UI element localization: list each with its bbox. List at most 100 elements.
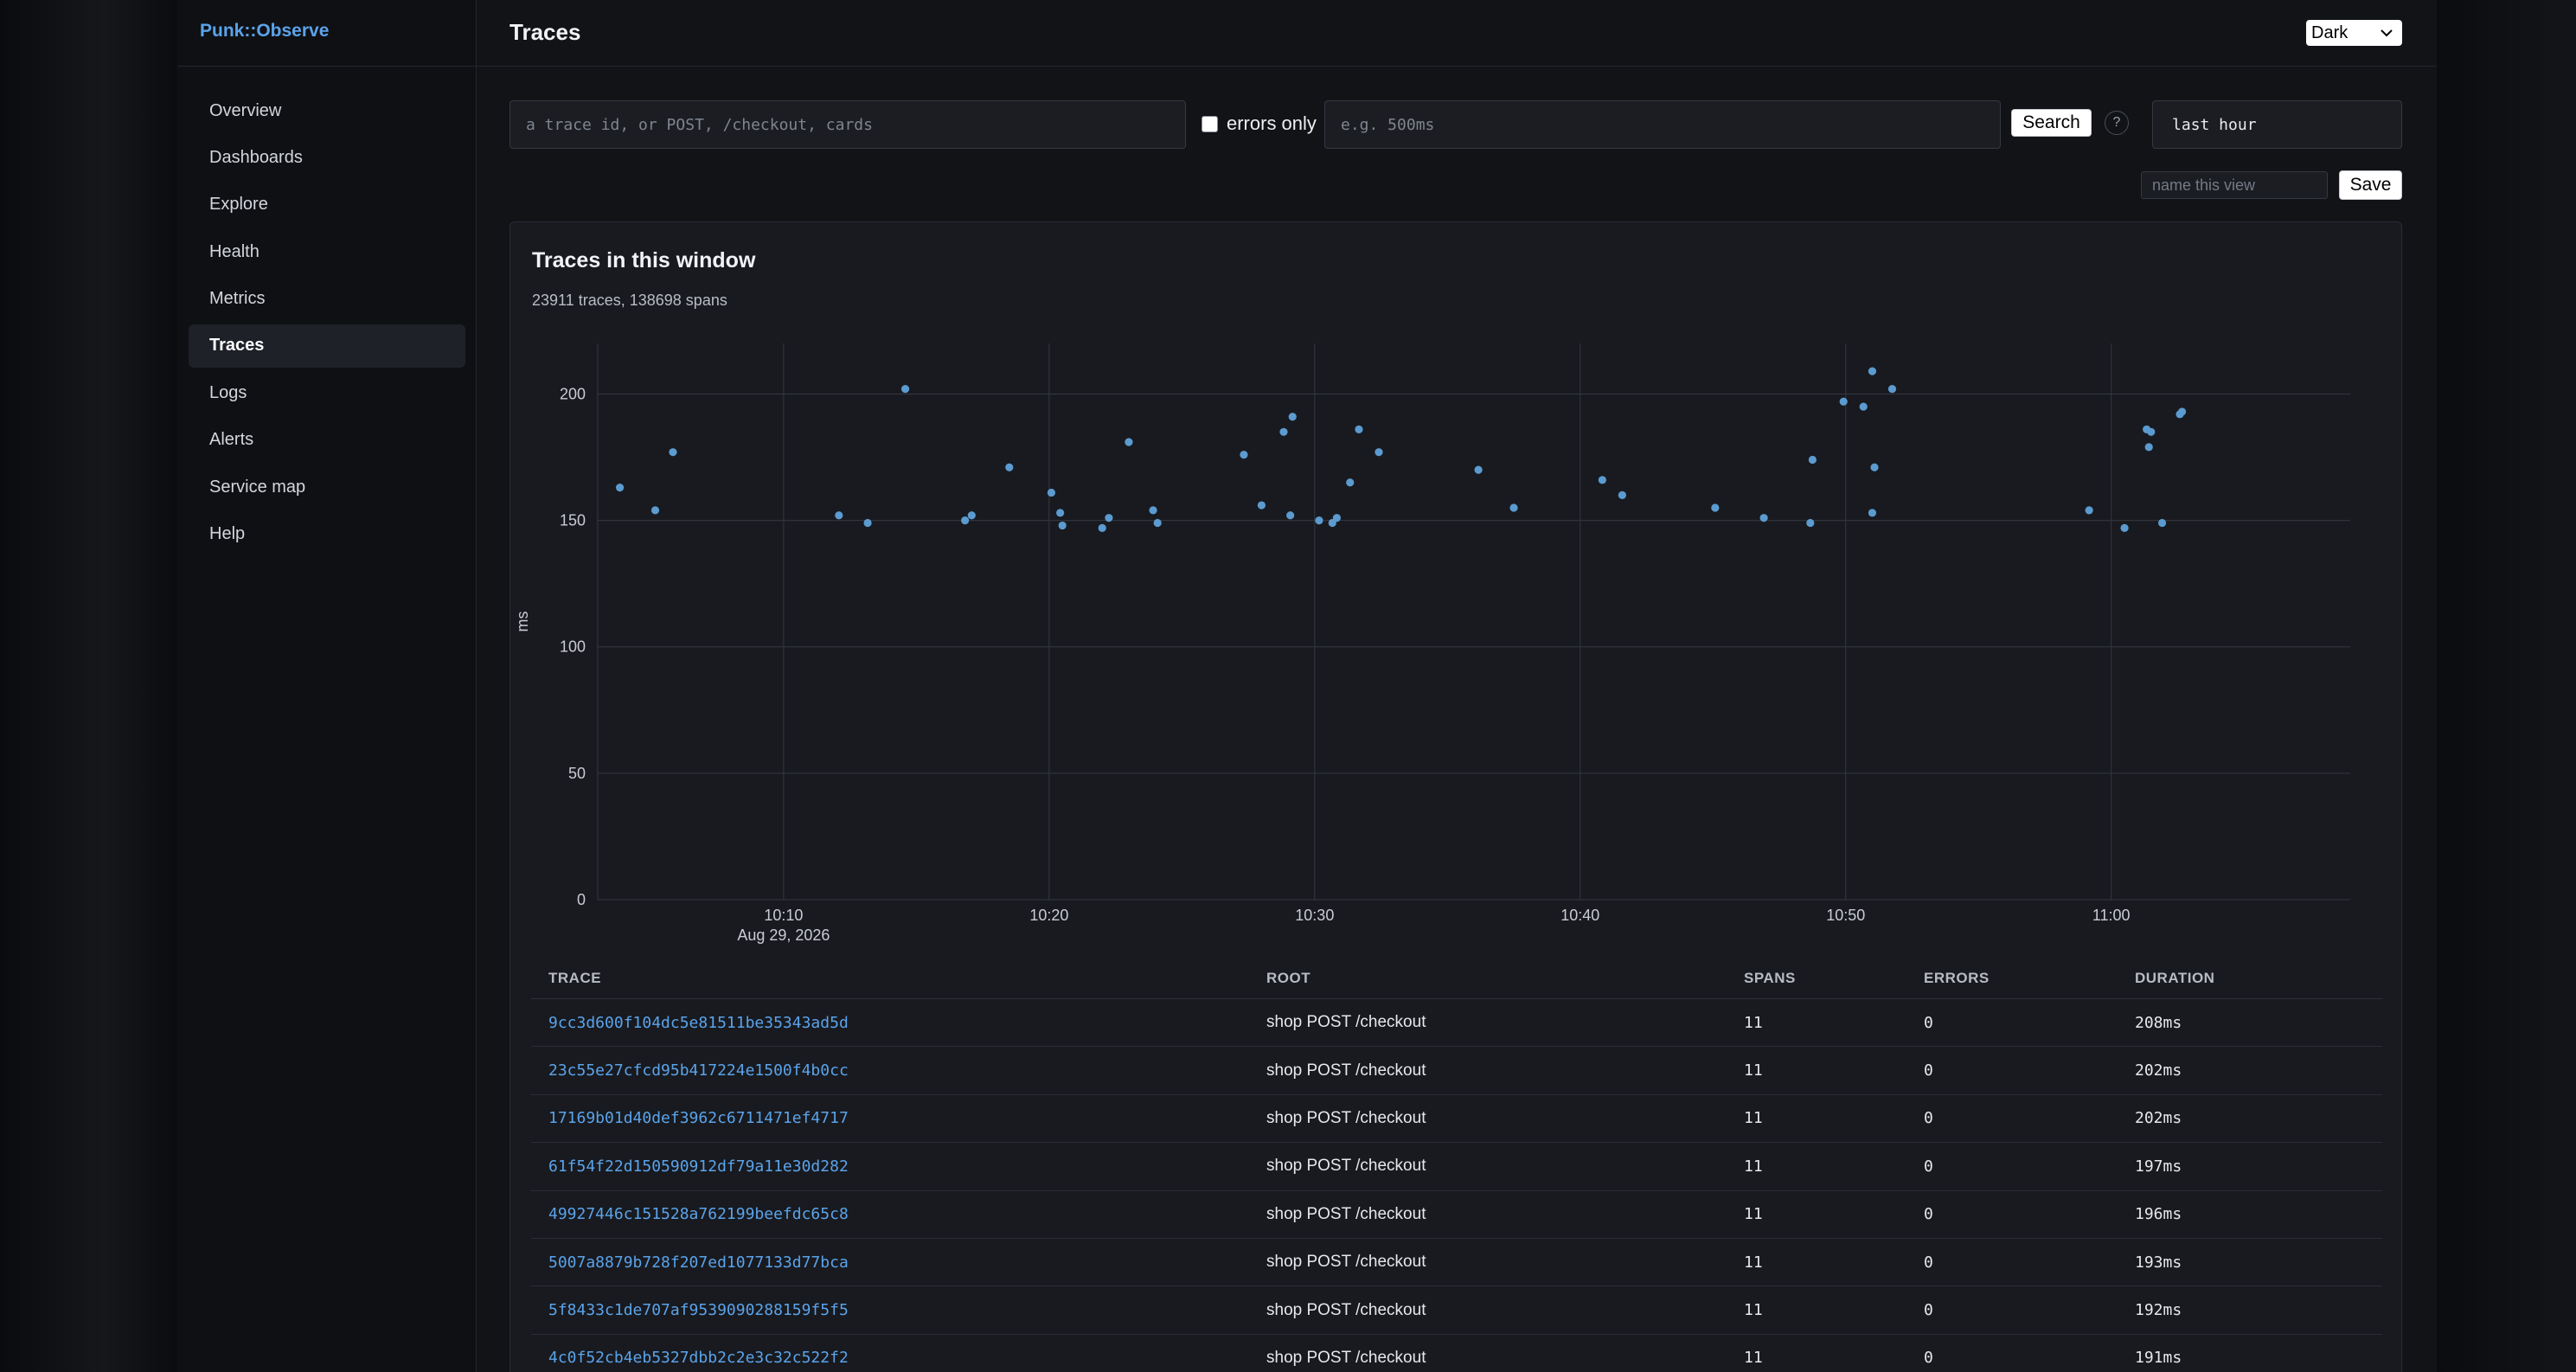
trace-point[interactable]: [1618, 490, 1626, 499]
sidebar-item-help[interactable]: Help: [209, 524, 246, 544]
trace-point[interactable]: [2147, 427, 2156, 436]
trace-point[interactable]: [1286, 511, 1295, 520]
trace-id-link[interactable]: 49927446c151528a762199beefdc65c8: [548, 1205, 849, 1224]
min-duration-input[interactable]: e.g. 500ms: [1324, 100, 2001, 149]
trace-id-link[interactable]: 4c0f52cb4eb5327dbb2c2e3c32c522f2: [548, 1349, 849, 1368]
trace-point[interactable]: [1868, 509, 1877, 517]
sidebar-item-logs[interactable]: Logs: [209, 382, 247, 402]
trace-point[interactable]: [2177, 407, 2187, 416]
time-range-input[interactable]: last hour: [2152, 100, 2402, 149]
trace-id-link[interactable]: 5f8433c1de707af9539090288159f5f5: [548, 1301, 849, 1320]
sidebar-item-service-map[interactable]: Service map: [209, 477, 306, 497]
trace-point[interactable]: [967, 511, 976, 520]
sidebar-item-explore[interactable]: Explore: [209, 195, 268, 215]
table-row[interactable]: 5f8433c1de707af9539090288159f5f5 shop POS…: [531, 1286, 2382, 1335]
trace-point[interactable]: [1279, 427, 1288, 436]
trace-id-link[interactable]: 5007a8879b728f207ed1077133d77bca: [548, 1253, 849, 1272]
trace-point[interactable]: [1870, 463, 1879, 471]
trace-id-link[interactable]: 9cc3d600f104dc5e81511be35343ad5d: [548, 1013, 849, 1032]
trace-id-link[interactable]: 17169b01d40def3962c6711471ef4717: [548, 1109, 849, 1128]
trace-point[interactable]: [1868, 367, 1877, 375]
trace-point[interactable]: [615, 483, 625, 492]
cell-root: shop POST /checkout: [1266, 1204, 1426, 1223]
y-tick-label: 150: [560, 512, 586, 529]
trace-point[interactable]: [1887, 385, 1897, 394]
help-icon[interactable]: ?: [2105, 111, 2129, 135]
y-tick-label: 100: [560, 638, 586, 656]
trace-point[interactable]: [1257, 501, 1266, 510]
trace-point[interactable]: [1808, 455, 1817, 465]
search-button[interactable]: Search: [2011, 109, 2092, 137]
trace-point[interactable]: [1711, 503, 1720, 512]
trace-point[interactable]: [1149, 506, 1157, 515]
trace-point[interactable]: [2085, 506, 2093, 515]
trace-point[interactable]: [1240, 451, 1248, 459]
column-header-errors[interactable]: ERRORS: [1924, 969, 1990, 986]
trace-point[interactable]: [1056, 509, 1065, 517]
trace-point[interactable]: [1509, 503, 1518, 512]
brand-logo[interactable]: Punk::Observe: [200, 21, 330, 41]
trace-point[interactable]: [1355, 425, 1363, 433]
trace-id-link[interactable]: 23c55e27cfcd95b417224e1500f4b0cc: [548, 1061, 849, 1080]
trace-point[interactable]: [1125, 438, 1133, 446]
trace-query-input[interactable]: a trace id, or POST, /checkout, cards: [509, 100, 1186, 149]
sidebar-divider: [177, 66, 477, 67]
trace-point[interactable]: [1047, 488, 1056, 497]
trace-point[interactable]: [1859, 402, 1868, 411]
table-row[interactable]: 49927446c151528a762199beefdc65c8 shop POS…: [531, 1191, 2382, 1239]
trace-point[interactable]: [1474, 465, 1483, 474]
trace-point[interactable]: [1315, 516, 1323, 525]
cell-duration: 197ms: [2135, 1157, 2182, 1176]
trace-point[interactable]: [1288, 413, 1297, 421]
trace-id-link[interactable]: 61f54f22d150590912df79a11e30d282: [548, 1157, 849, 1176]
trace-point[interactable]: [1105, 514, 1113, 523]
trace-point[interactable]: [1598, 476, 1606, 484]
theme-select[interactable]: Dark: [2306, 20, 2402, 46]
trace-point[interactable]: [863, 518, 872, 528]
trace-point[interactable]: [900, 385, 910, 394]
table-row[interactable]: 23c55e27cfcd95b417224e1500f4b0cc shop POS…: [531, 1047, 2382, 1095]
cell-duration: 193ms: [2135, 1253, 2182, 1272]
sidebar-item-overview[interactable]: Overview: [209, 100, 282, 120]
trace-point[interactable]: [669, 448, 677, 457]
trace-point[interactable]: [1759, 514, 1768, 523]
column-header-spans[interactable]: SPANS: [1744, 969, 1796, 986]
errors-only-toggle[interactable]: errors only: [1201, 112, 1317, 135]
trace-point[interactable]: [1098, 523, 1106, 532]
trace-point[interactable]: [2157, 518, 2167, 528]
traces-scatter-chart[interactable]: 0 50 100 150 200 10:10 Aug 29, 2026 10:20 10:30 1…: [510, 222, 2403, 949]
trace-point[interactable]: [835, 511, 843, 520]
cell-duration: 196ms: [2135, 1205, 2182, 1224]
trace-point[interactable]: [1806, 518, 1815, 528]
sidebar-item-metrics[interactable]: Metrics: [209, 289, 266, 309]
trace-point[interactable]: [2144, 443, 2153, 452]
trace-point[interactable]: [1005, 463, 1014, 471]
trace-point[interactable]: [1058, 521, 1067, 530]
trace-point[interactable]: [1332, 514, 1341, 523]
trace-point[interactable]: [1375, 448, 1383, 457]
table-row[interactable]: 61f54f22d150590912df79a11e30d282 shop POS…: [531, 1143, 2382, 1191]
sidebar-item-alerts[interactable]: Alerts: [209, 430, 254, 450]
table-row[interactable]: 4c0f52cb4eb5327dbb2c2e3c32c522f2 shop POS…: [531, 1335, 2382, 1372]
trace-point[interactable]: [1153, 518, 1162, 528]
y-tick-label: 0: [577, 891, 586, 908]
table-row[interactable]: 17169b01d40def3962c6711471ef4717 shop POS…: [531, 1095, 2382, 1144]
errors-only-checkbox[interactable]: [1201, 115, 1218, 132]
cell-duration: 191ms: [2135, 1349, 2182, 1368]
column-header-root[interactable]: ROOT: [1266, 969, 1311, 986]
trace-point[interactable]: [1346, 478, 1355, 487]
column-header-trace[interactable]: TRACE: [548, 969, 602, 986]
trace-point[interactable]: [2120, 523, 2129, 532]
view-name-input[interactable]: name this view: [2141, 171, 2328, 199]
trace-point[interactable]: [650, 506, 660, 515]
table-row[interactable]: 9cc3d600f104dc5e81511be35343ad5d shop POS…: [531, 999, 2382, 1048]
trace-point[interactable]: [961, 516, 970, 525]
sidebar-item-health[interactable]: Health: [209, 241, 260, 261]
trace-point[interactable]: [1839, 397, 1848, 406]
sidebar-item-dashboards[interactable]: Dashboards: [209, 147, 303, 167]
sidebar-item-traces[interactable]: Traces: [189, 324, 465, 368]
table-row[interactable]: 5007a8879b728f207ed1077133d77bca shop POS…: [531, 1239, 2382, 1287]
save-view-button[interactable]: Save: [2339, 170, 2402, 200]
column-header-duration[interactable]: DURATION: [2135, 969, 2215, 986]
